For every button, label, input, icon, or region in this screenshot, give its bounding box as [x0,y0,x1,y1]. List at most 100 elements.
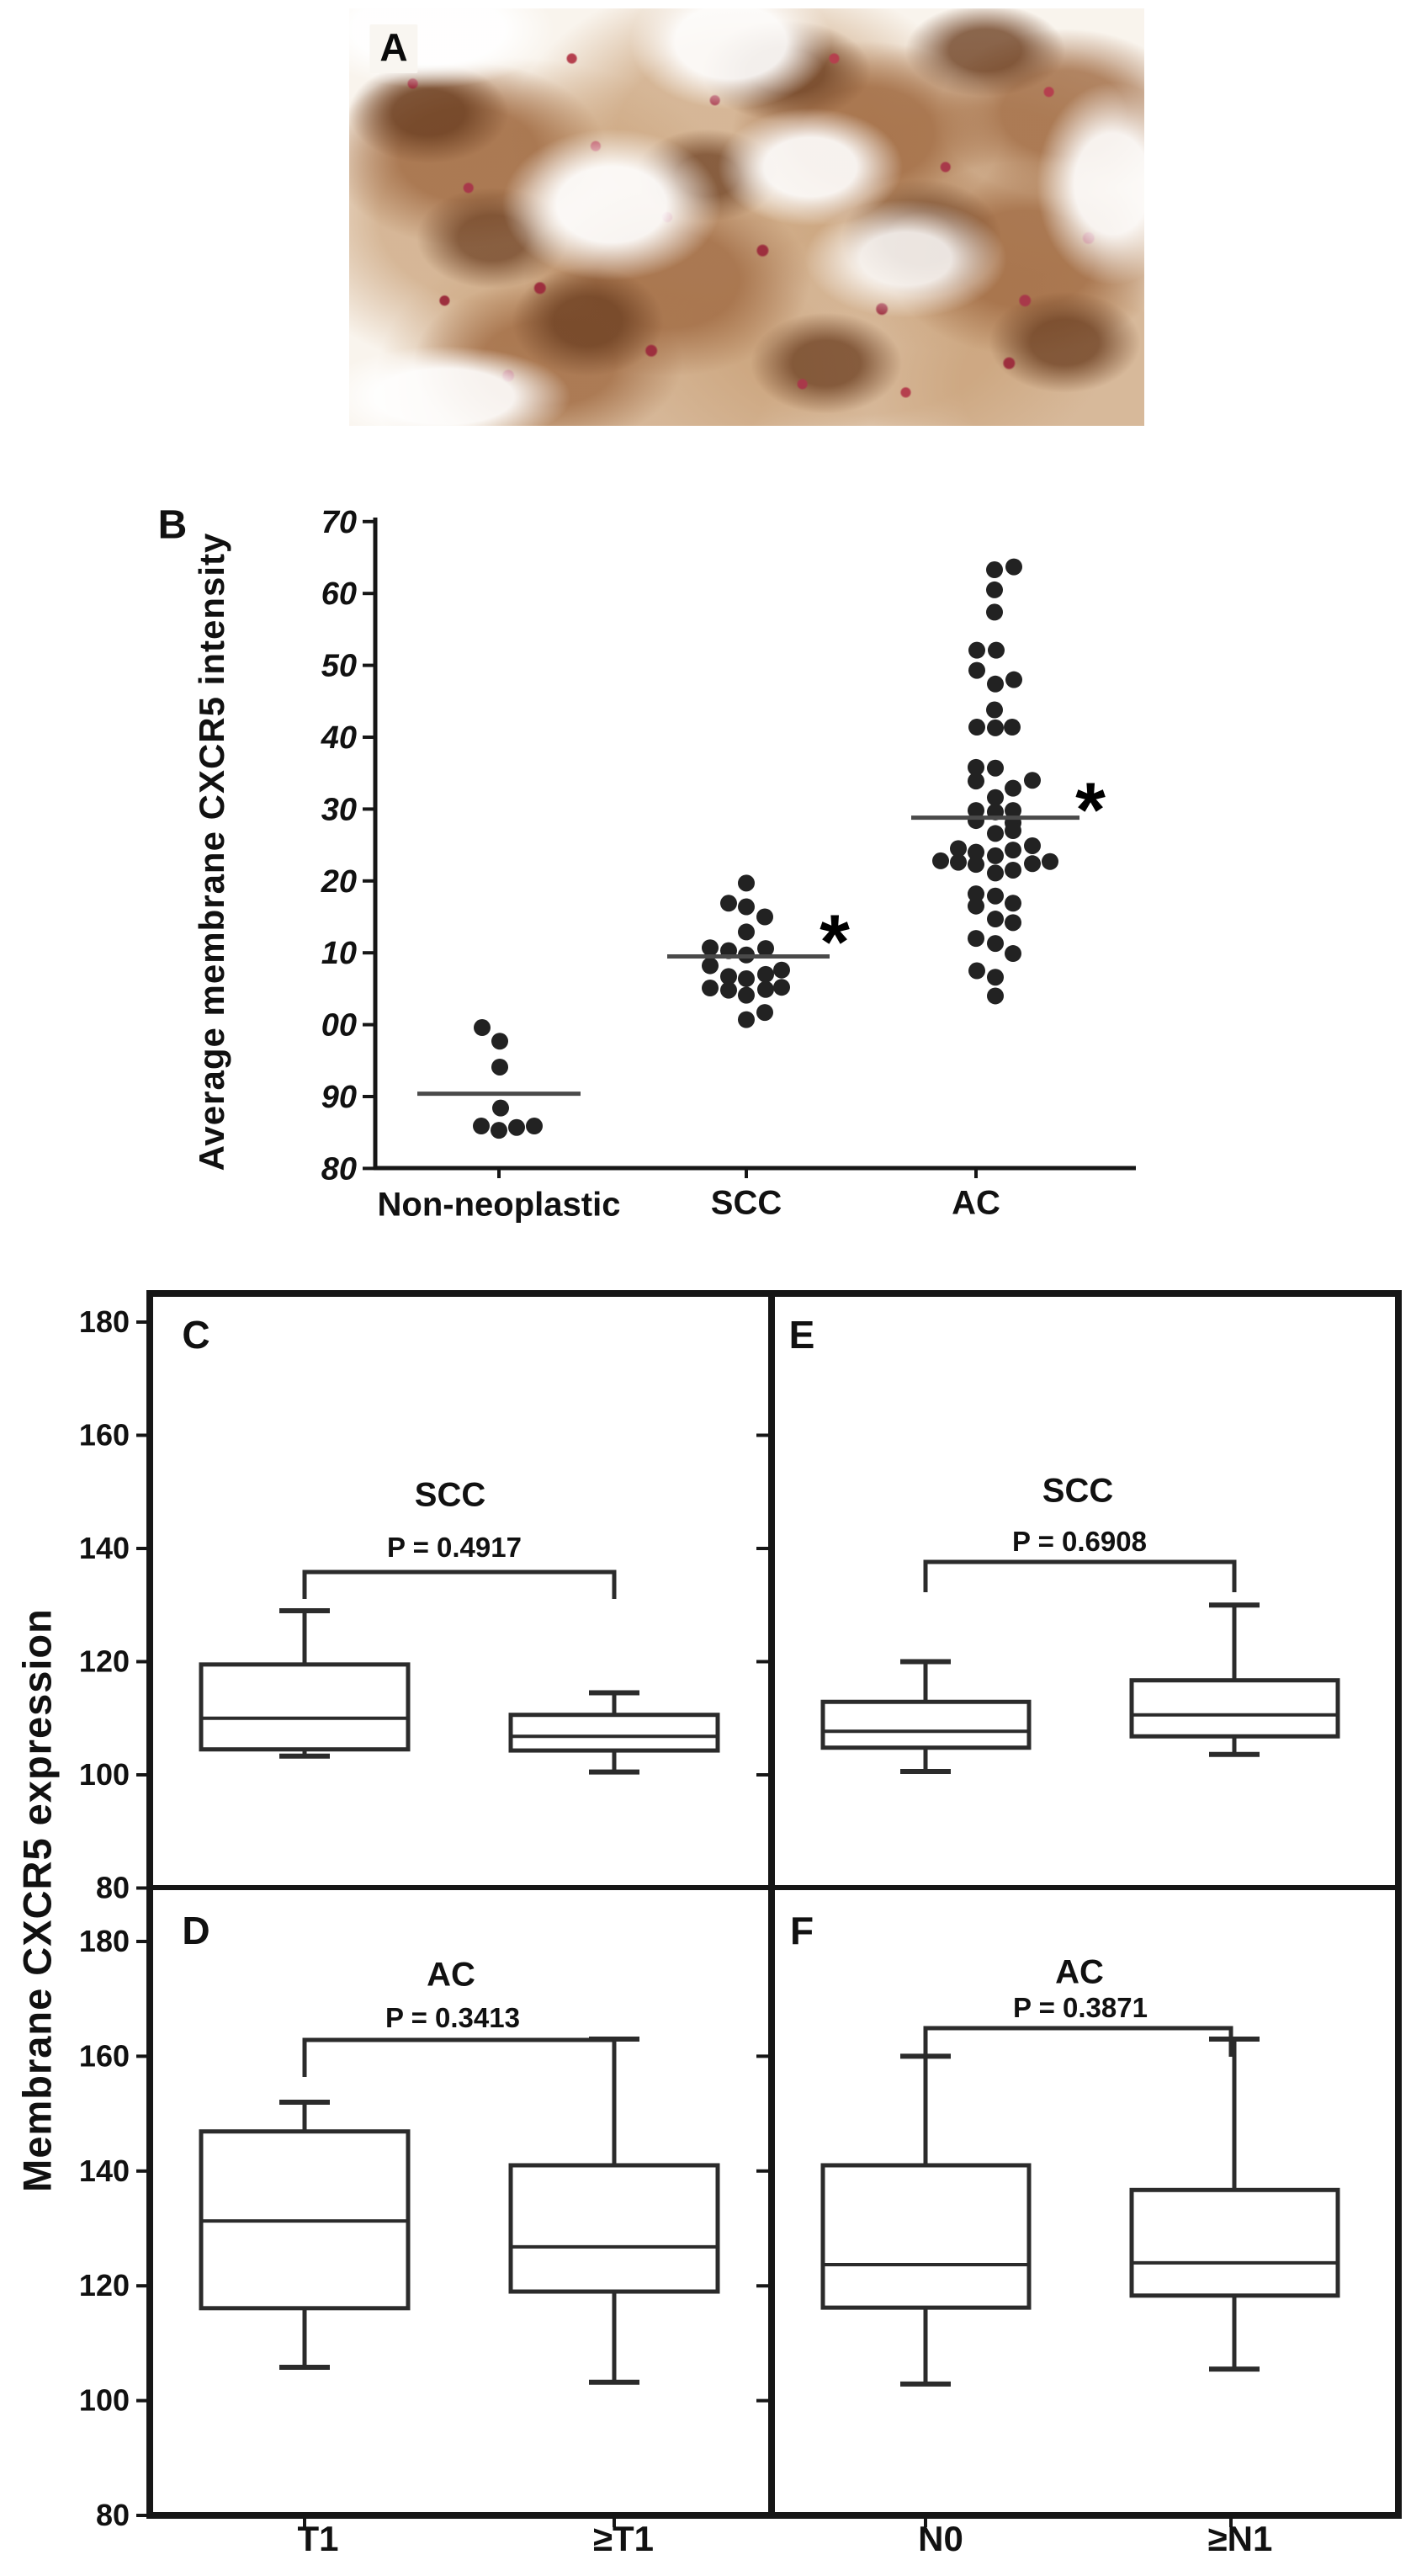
panel-b-group-label-scc: SCC [710,1184,782,1222]
b-data-point [738,969,755,987]
b-data-point [968,641,985,659]
b-data-point [988,641,1005,659]
b-data-point [968,962,985,980]
b-data-point [1042,852,1058,870]
b-data-point [968,856,984,874]
x-label-t1: T1 [297,2519,339,2558]
b-data-point [757,965,774,983]
b-data-point [950,853,967,871]
b-y-tick-label: 60 [321,576,357,612]
b-y-tick-label: 10 [321,936,357,971]
b-data-point [1005,558,1022,576]
b-data-point [738,1011,755,1028]
b-data-point [986,561,1003,579]
b-data-point [950,840,967,858]
x-label-ge-t1: ≥T1 [592,2519,655,2558]
b-data-point [491,1122,507,1139]
b-data-point [473,1118,490,1135]
b-data-point [773,979,790,996]
histology-image [349,8,1144,426]
b-y-tick-label: 40 [321,720,357,756]
b-data-point [968,758,984,776]
b-data-point [756,1004,773,1022]
cf-y-tick-label: 120 [79,1644,130,1679]
panel-c-p-value: P = 0.4917 [387,1532,522,1563]
b-y-tick-label: 70 [321,505,357,540]
panel-f-title: AC [1055,1953,1104,1991]
b-data-point [987,969,1004,986]
b-data-point [526,1118,543,1135]
b-data-point [738,986,755,1004]
box-iqr [508,1713,720,1753]
cf-y-tick-label: 140 [79,2154,130,2188]
panel-e-label: E [788,1313,815,1357]
b-data-point [968,773,984,790]
cf-y-tick-label: 140 [79,1531,130,1565]
b-data-point [738,898,755,916]
b-data-point [932,852,949,869]
cf-y-tick-label: 160 [79,2038,130,2073]
b-data-point [1005,802,1021,820]
b-data-point [1005,822,1021,840]
b-data-point [986,701,1003,719]
cf-y-tick-label: 120 [79,2268,130,2302]
x-label-n0: N0 [918,2519,963,2558]
panel-d-label: D [182,1909,210,1952]
b-data-point [1005,895,1021,912]
b-data-point [756,908,773,926]
box-iqr [199,1662,411,1752]
b-data-point [986,581,1003,598]
cf-y-tick-label: 80 [96,2498,130,2532]
b-y-tick-label: 50 [321,649,357,684]
panel-e-title: SCC [1042,1472,1114,1510]
b-data-point [987,825,1004,842]
significance-bracket [302,1570,617,1599]
b-data-point [1004,719,1021,736]
b-data-point [491,1033,508,1050]
panel-b-y-axis-title: Average membrane CXCR5 intensity [192,532,231,1171]
box-iqr [1129,1678,1340,1739]
panel-c-title: SCC [414,1476,486,1514]
panel-b-label: B [157,502,188,548]
b-data-point [1005,861,1021,879]
b-data-point [757,940,774,958]
significance-bracket [302,2037,617,2077]
b-data-point [1024,837,1041,854]
b-data-point [702,980,719,997]
cf-y-tick-label: 160 [79,1418,130,1453]
b-data-point [987,847,1004,864]
panel-a-label: A [369,24,418,73]
b-data-point [1005,842,1021,859]
b-data-point [987,887,1004,905]
panel-c-label: C [182,1313,210,1357]
b-data-point [720,895,737,912]
b-data-point [757,980,774,998]
b-data-point [987,789,1004,806]
cf-y-tick-label: 100 [79,1757,130,1792]
b-data-point [987,864,1004,882]
b-data-point [968,661,985,679]
b-data-point [1024,772,1041,789]
panel-f-p-value: P = 0.3871 [1013,1992,1148,2023]
panel-f-label: F [789,1909,814,1952]
b-data-point [987,759,1004,777]
b-data-point [968,885,984,903]
box-iqr [820,1699,1032,1750]
b-data-point [773,961,790,979]
b-data-point [968,897,984,915]
box-iqr [508,2163,720,2294]
b-data-point [968,719,985,736]
b-data-point [702,957,719,975]
b-data-point [720,981,737,999]
significance-bracket [923,2026,1233,2057]
b-y-tick-label: 30 [321,792,357,827]
b-data-point [968,812,984,830]
b-y-tick-label: 90 [321,1080,357,1115]
cf-y-tick-label: 80 [96,1871,130,1905]
b-data-point [474,1019,491,1037]
b-data-point [508,1118,525,1136]
b-data-point [720,968,737,985]
b-data-point [987,719,1004,736]
